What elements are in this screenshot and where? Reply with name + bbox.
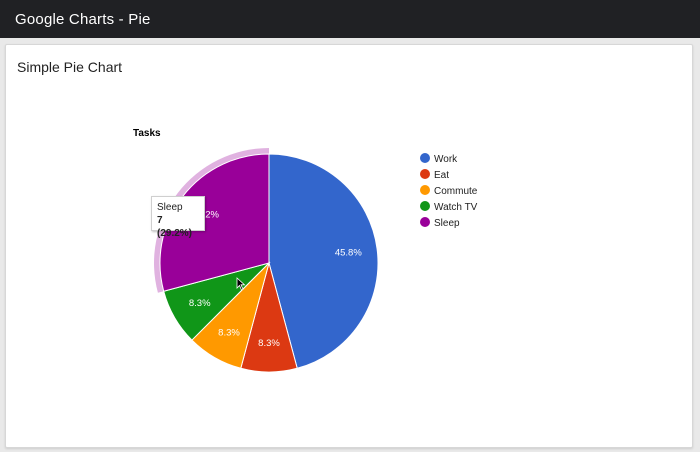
legend-label-commute: Commute bbox=[434, 186, 478, 197]
slice-label-watch-tv: 8.3% bbox=[189, 298, 211, 309]
tooltip-value-number: 7 bbox=[157, 215, 163, 226]
legend-item-watch-tv[interactable]: Watch TV bbox=[420, 201, 478, 213]
legend-item-work[interactable]: Work bbox=[420, 153, 458, 165]
legend-item-commute[interactable]: Commute bbox=[420, 185, 478, 197]
mouse-pointer-icon bbox=[236, 277, 246, 291]
card-title: Simple Pie Chart bbox=[17, 59, 123, 75]
legend-swatch-sleep bbox=[420, 217, 430, 227]
legend-swatch-commute bbox=[420, 185, 430, 195]
legend-label-watch-tv: Watch TV bbox=[434, 202, 478, 213]
tooltip-value: 7 (29.2%) bbox=[157, 214, 199, 240]
tooltip-value-percent: (29.2%) bbox=[157, 228, 193, 239]
legend-swatch-work bbox=[420, 153, 430, 163]
pie-chart[interactable]: Tasks 45.8% 8.3% 8.3% 8.3% 29.2% Work Eat Comm… bbox=[6, 45, 692, 447]
legend-item-eat[interactable]: Eat bbox=[420, 169, 449, 181]
slice-label-sleep: 29.2% bbox=[192, 209, 219, 220]
legend-item-sleep[interactable]: Sleep bbox=[420, 217, 460, 229]
legend-swatch-eat bbox=[420, 169, 430, 179]
chart-title: Tasks bbox=[133, 128, 161, 139]
legend-label-sleep: Sleep bbox=[434, 218, 460, 229]
app-header: Google Charts - Pie bbox=[0, 0, 700, 38]
slice-label-eat: 8.3% bbox=[258, 338, 280, 349]
slice-label-commute: 8.3% bbox=[218, 327, 240, 338]
pie-slice-work[interactable] bbox=[268, 153, 379, 369]
tooltip-label: Sleep bbox=[157, 202, 183, 213]
slice-label-work: 45.8% bbox=[335, 248, 362, 259]
legend-swatch-watch-tv bbox=[420, 201, 430, 211]
legend-label-work: Work bbox=[434, 154, 458, 165]
chart-card: Simple Pie Chart Tasks 45.8% 8.3% 8.3% 8.3%… bbox=[5, 44, 693, 448]
chart-tooltip: Sleep 7 (29.2%) bbox=[151, 196, 205, 239]
legend-label-eat: Eat bbox=[434, 170, 449, 181]
app-title: Google Charts - Pie bbox=[15, 10, 151, 28]
